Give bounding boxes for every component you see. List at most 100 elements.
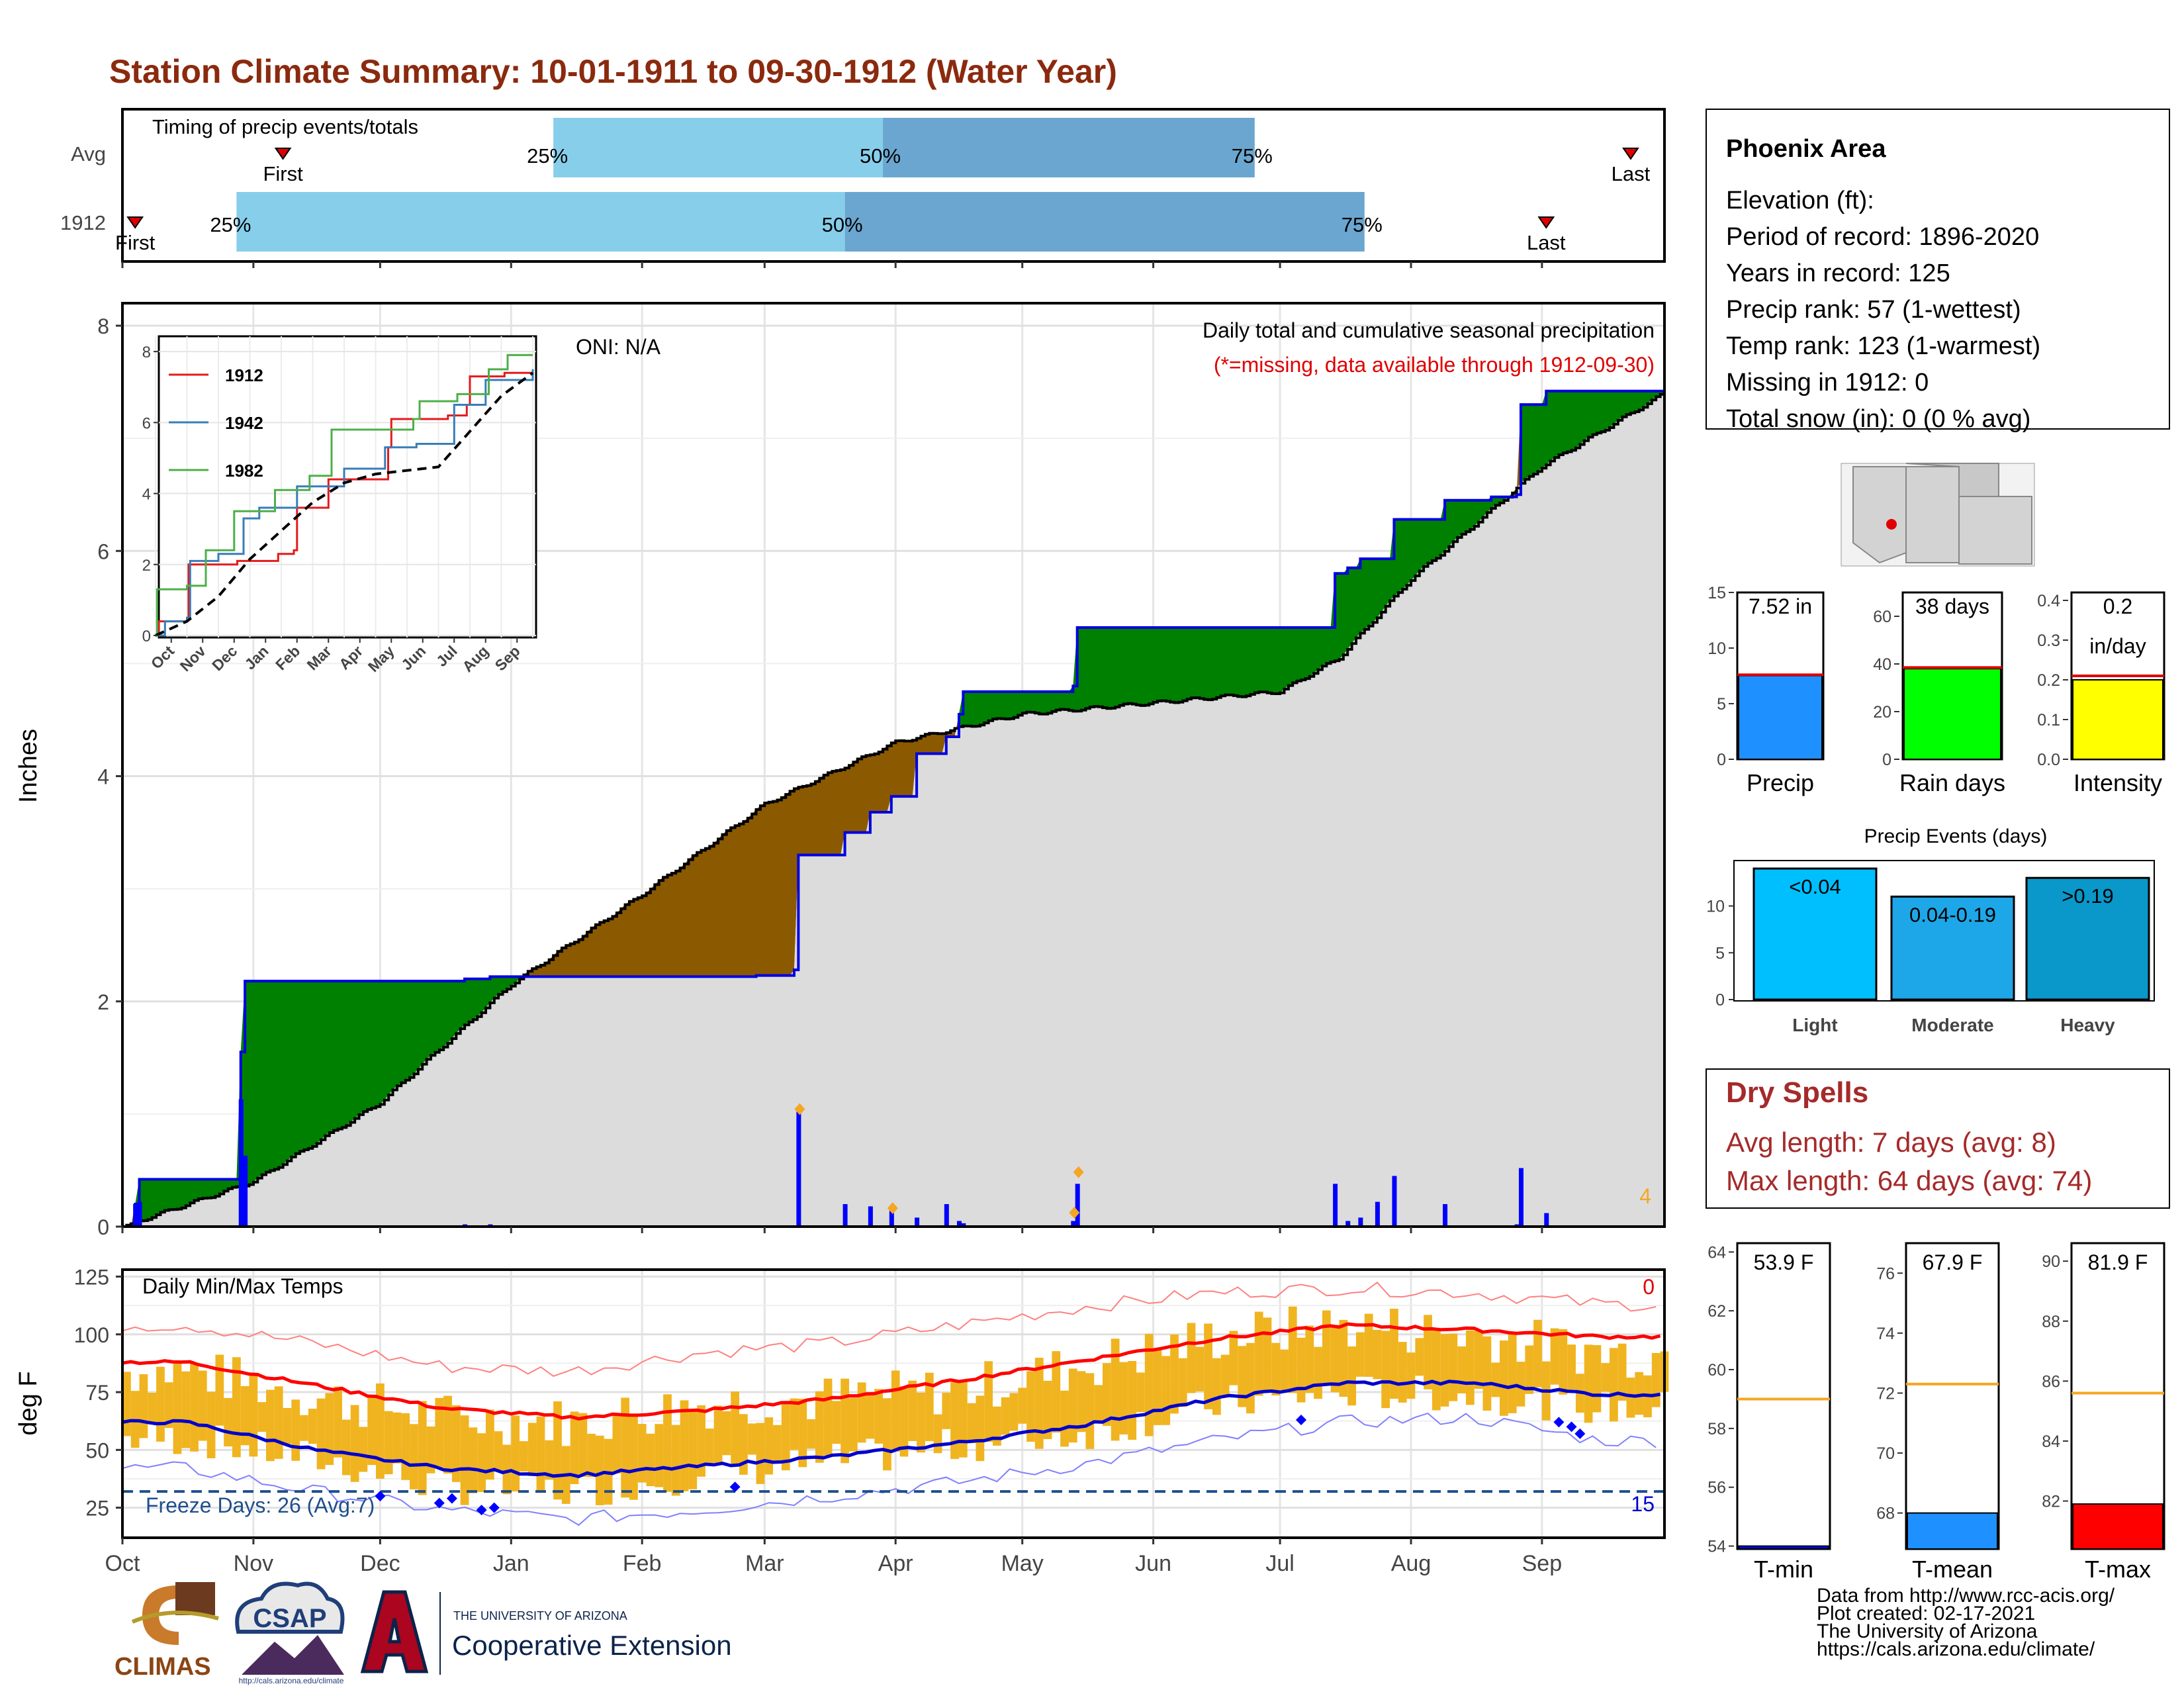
temp-bar-label: T-min: [1754, 1556, 1813, 1583]
temp-bar-tick-label: 60: [1707, 1361, 1726, 1380]
record-low-marker-icon: [1566, 1421, 1577, 1432]
daily-temp-range-bar: [206, 1391, 216, 1458]
climas-logo-text: CLIMAS: [114, 1653, 211, 1681]
timing-row-avg-label: Avg: [71, 142, 106, 165]
daily-temp-range-bar: [1187, 1323, 1196, 1393]
precip-panel: 0 2 4 6 8 Inches ONI: N/A Daily total and cu…: [15, 302, 1666, 1239]
temp-y-tick-label: 100: [74, 1323, 109, 1347]
climas-logo-block: [175, 1582, 215, 1615]
inset-series-1982: [156, 353, 533, 637]
daily-temp-range-bar: [435, 1397, 444, 1468]
timing-bar-first-half: [236, 192, 845, 252]
daily-temp-range-bar: [1567, 1344, 1576, 1390]
daily-temp-range-bar: [1034, 1358, 1044, 1449]
daily-temp-range-bar: [1424, 1315, 1432, 1389]
page-title: Station Climate Summary: 10-01-1911 to 0…: [109, 53, 1117, 90]
last-event-label: Last: [1527, 231, 1566, 254]
daily-temp-range-bar: [637, 1424, 647, 1483]
last-event-marker-icon: [1537, 216, 1555, 229]
annual-summary-bars: 7.52 in 0 5 10 15 Precip 38 days 0 20 40 60 Rain da…: [1707, 584, 2165, 796]
precip-events-chart: Precip Events (days) <0.04 Light 0.04-0.19…: [1706, 825, 2155, 1035]
above-average-area: [958, 492, 1513, 727]
daily-temp-range-bar: [1288, 1306, 1297, 1393]
daily-temp-range-bar: [866, 1394, 875, 1439]
daily-temp-range-bar: [1525, 1345, 1534, 1394]
daily-temp-range-bar: [958, 1380, 968, 1458]
daily-temp-range-bar: [359, 1427, 368, 1472]
daily-temp-range-bar: [756, 1423, 765, 1484]
daily-temp-range-bar: [460, 1415, 469, 1505]
events-category-label: Light: [1792, 1015, 1837, 1035]
climas-logo-graphic: [142, 1585, 179, 1645]
mini-bar-tick-label: 0.2: [2037, 671, 2060, 690]
daily-temp-range-bar: [384, 1411, 393, 1475]
map-state-arizona: [1852, 466, 1907, 564]
precip-data-layer: [122, 389, 1666, 1228]
daily-temp-range-bar: [1474, 1330, 1483, 1389]
inset-y-tick-label: 4: [142, 486, 151, 504]
daily-temp-range-bar: [1026, 1371, 1035, 1442]
daily-temp-range-bar: [967, 1403, 976, 1444]
daily-temp-range-bar: [1128, 1360, 1137, 1440]
daily-temp-range-bar: [173, 1363, 182, 1454]
footer-credits: Data from http://www.rcc-acis.org/ Plot …: [1817, 1585, 2115, 1660]
average-min-line: [122, 1380, 1661, 1479]
inset-legend: 1912 1942 1982: [169, 365, 263, 481]
month-tick-label: Mar: [745, 1551, 784, 1576]
precip-y-tick-label: 2: [97, 990, 109, 1014]
mini-bar-value-unit: in/day: [2089, 634, 2146, 658]
month-tick-label: Feb: [623, 1551, 662, 1576]
timing-bar-second-half: [844, 192, 1365, 252]
daily-temp-range-bar: [1153, 1348, 1162, 1425]
temp-y-tick-label: 50: [85, 1438, 109, 1462]
events-bar-label: <0.04: [1789, 875, 1841, 898]
credit-line: Plot created: 02-17-2021: [1817, 1603, 2035, 1624]
month-tick-label: Sep: [1522, 1551, 1563, 1576]
mini-bar-tick-label: 40: [1873, 655, 1891, 674]
daily-temp-range-bar: [426, 1426, 435, 1474]
timing-marks: 25% 50% 75% First Last 25% 50% 75% First Last: [115, 118, 1651, 268]
daily-precip-bar: [889, 1211, 894, 1227]
daily-temp-range-bar: [933, 1414, 942, 1454]
daily-temp-range-bar: [1500, 1340, 1508, 1416]
daily-temp-range-bar: [1584, 1344, 1593, 1423]
daily-precip-bar: [915, 1217, 920, 1227]
daily-precip-bar: [961, 1223, 966, 1227]
daily-temp-range-bar: [1533, 1319, 1542, 1387]
below-average-area: [126, 1204, 136, 1227]
daily-temp-range-bar: [527, 1423, 537, 1476]
csap-url: http://cals.arizona.edu/climate: [239, 1676, 344, 1685]
temp-bar-t-mean: [1907, 1512, 1998, 1550]
daily-temp-range-bar: [1347, 1346, 1357, 1406]
info-line: Period of record: 1896-2020: [1726, 223, 2039, 251]
daily-temp-range-bar: [139, 1374, 148, 1438]
mini-bar-label: Rain days: [1899, 769, 2005, 796]
daily-temp-range-bar: [1330, 1325, 1340, 1393]
daily-temp-range-bar: [148, 1392, 157, 1425]
timing-bar-first-half: [553, 118, 884, 177]
daily-temp-range-bar: [520, 1441, 528, 1472]
daily-precip-bar: [1358, 1217, 1363, 1227]
temp-frame: [121, 1268, 1666, 1539]
temp-panel-title: Daily Min/Max Temps: [142, 1274, 343, 1298]
info-line: Temp rank: 123 (1-warmest): [1726, 332, 2040, 360]
events-bars: <0.04 Light 0.04-0.19 Moderate >0.19 Heavy 0 5 1…: [1706, 867, 2150, 1035]
temp-bar-tick-label: 70: [1876, 1444, 1895, 1463]
record-low-marker-icon: [433, 1497, 445, 1509]
daily-precip-bar: [868, 1206, 873, 1227]
timing-title: Timing of precip events/totals: [152, 115, 418, 138]
daily-temp-range-bar: [1102, 1363, 1111, 1427]
timing-p75-label: 75%: [1342, 213, 1383, 236]
daily-temp-range-bar: [164, 1382, 173, 1429]
mini-bar-label: Intensity: [2073, 769, 2162, 796]
daily-temp-range-bar: [1170, 1334, 1179, 1414]
mini-bar-value: 7.52 in: [1749, 594, 1812, 618]
daily-temp-range-bar: [1516, 1362, 1525, 1407]
mini-bar-tick-label: 5: [1717, 695, 1726, 714]
mini-bar-precip: [1738, 675, 1823, 760]
daily-temp-range-bar: [1592, 1345, 1602, 1413]
daily-temp-range-bar: [485, 1409, 494, 1480]
temp-bar-t-min: [1738, 1545, 1829, 1550]
climas-logo: CLIMAS: [114, 1582, 219, 1681]
